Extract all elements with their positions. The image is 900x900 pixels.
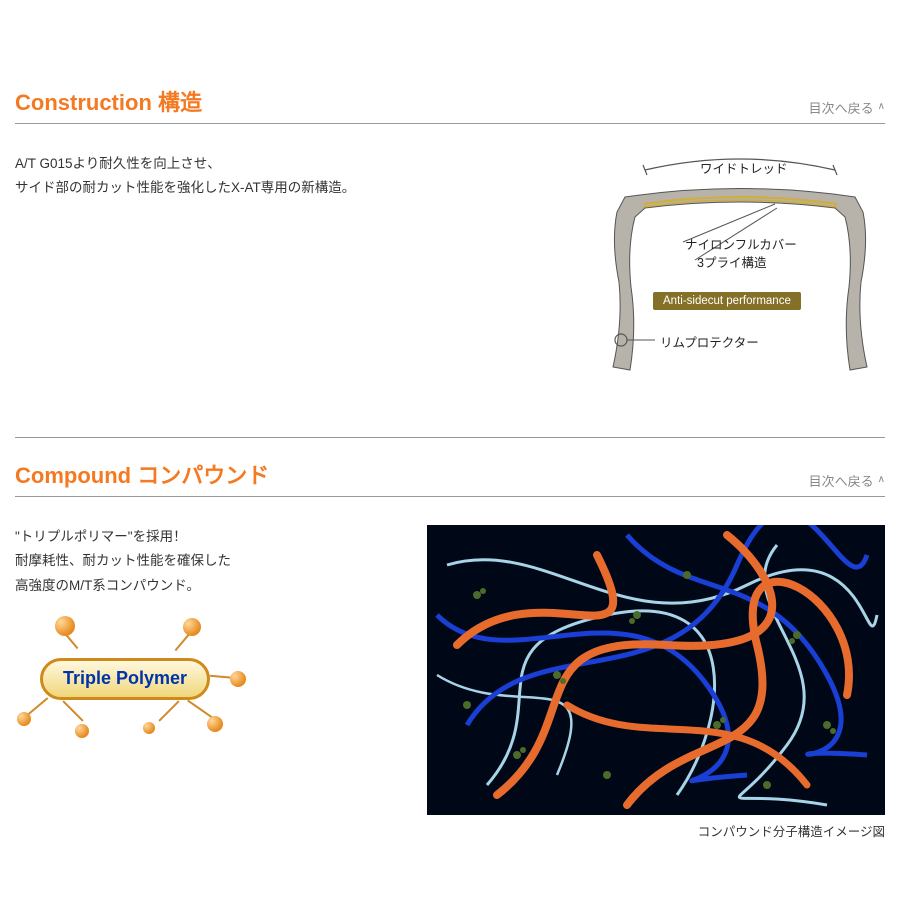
triple-polymer-pill: Triple Polymer [40,658,210,700]
label-rim-protector: リムプロテクター [660,332,759,351]
tire-cross-section-diagram: ワイドトレッド ナイロンフルカバー 3プライ構造 Anti-sidecut pe… [605,152,875,382]
compound-description: "トリプルポリマー"を採用！ 耐摩耗性、耐カット性能を確保した 高強度のM/T系… [15,525,245,598]
section-body: A/T G015より耐久性を向上させ、 サイド部の耐カット性能を強化したX-AT… [15,152,885,382]
construction-description: A/T G015より耐久性を向上させ、 サイド部の耐カット性能を強化したX-AT… [15,152,355,201]
section-header: Compound コンパウンド 目次へ戻る ∧ [15,458,885,497]
badge-ball [183,618,201,636]
back-to-toc-link[interactable]: 目次へ戻る ∧ [809,98,885,117]
badge-stick [158,700,179,721]
badge-stick [187,699,213,718]
triple-polymer-badge: Triple Polymer [15,616,245,746]
badge-ball [230,671,246,687]
badge-ball [143,722,155,734]
compound-right-column: コンパウンド分子構造イメージ図 [427,525,885,840]
compound-molecular-image [427,525,885,815]
section-header: Construction 構造 目次へ戻る ∧ [15,85,885,124]
section-construction: Construction 構造 目次へ戻る ∧ A/T G015より耐久性を向上… [15,85,885,382]
label-nylon-cover: ナイロンフルカバー [685,234,797,253]
section-title: Construction 構造 [15,85,202,117]
label-three-ply: 3プライ構造 [697,252,766,271]
badge-ball [55,616,75,636]
section-title: Compound コンパウンド [15,458,269,490]
badge-ball [17,712,31,726]
chevron-up-icon: ∧ [878,101,885,112]
label-wide-tread: ワイドトレッド [700,158,788,177]
molecular-svg [427,525,885,815]
badge-stick [62,700,83,721]
chevron-up-icon: ∧ [878,474,885,485]
back-to-toc-link[interactable]: 目次へ戻る ∧ [809,471,885,490]
compound-image-caption: コンパウンド分子構造イメージ図 [427,821,885,840]
section-body: "トリプルポリマー"を採用！ 耐摩耗性、耐カット性能を確保した 高強度のM/T系… [15,525,885,840]
anti-sidecut-pill: Anti-sidecut performance [653,292,801,310]
back-link-label: 目次へ戻る [809,98,874,117]
section-divider [15,437,885,438]
badge-ball [75,724,89,738]
badge-ball [207,716,223,732]
section-compound: Compound コンパウンド 目次へ戻る ∧ "トリプルポリマー"を採用！ 耐… [15,458,885,840]
compound-left-column: "トリプルポリマー"を採用！ 耐摩耗性、耐カット性能を確保した 高強度のM/T系… [15,525,245,746]
back-link-label: 目次へ戻る [809,471,874,490]
